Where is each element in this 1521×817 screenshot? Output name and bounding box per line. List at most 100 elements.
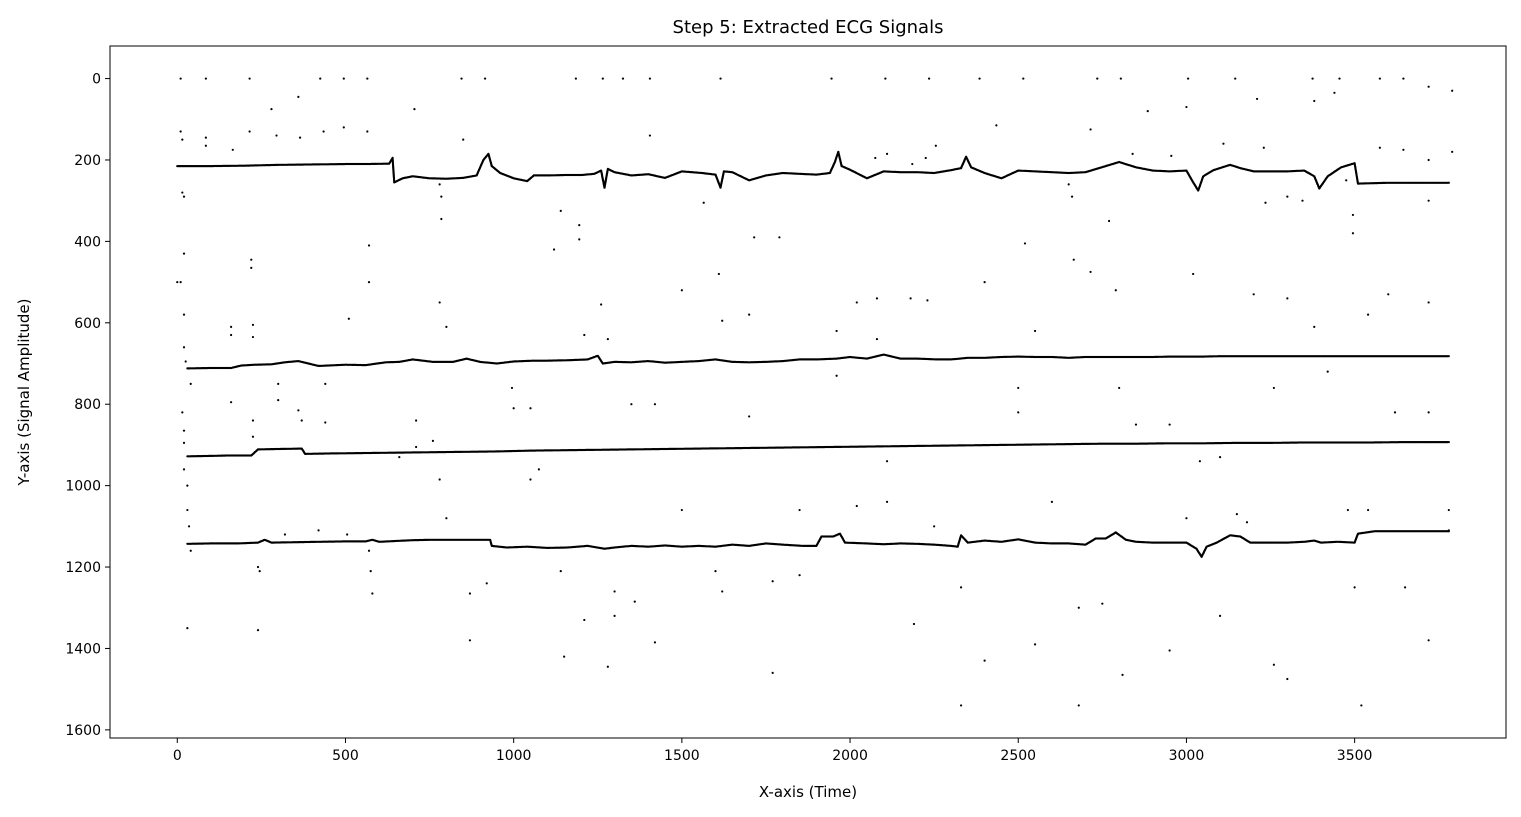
- noise-point: [1301, 199, 1304, 202]
- noise-point: [909, 297, 912, 300]
- noise-point: [885, 500, 889, 504]
- noise-point: [1234, 77, 1237, 80]
- noise-point: [771, 671, 774, 674]
- noise-point: [983, 659, 986, 662]
- noise-point: [181, 138, 184, 141]
- noise-point: [924, 156, 927, 160]
- noise-point: [552, 248, 556, 251]
- noise-point: [583, 618, 586, 622]
- noise-point: [778, 236, 781, 239]
- noise-point: [1402, 77, 1405, 80]
- noise-point: [1366, 508, 1370, 512]
- noise-point: [606, 665, 609, 668]
- noise-point: [204, 77, 207, 80]
- noise-point: [347, 317, 350, 320]
- noise-point: [1378, 77, 1381, 80]
- noise-point: [537, 468, 540, 471]
- noise-point: [885, 152, 889, 155]
- noise-point: [835, 329, 838, 333]
- noise-point: [653, 641, 657, 644]
- noise-point: [460, 77, 463, 80]
- noise-point: [187, 525, 191, 528]
- noise-point: [798, 574, 801, 577]
- noise-point: [371, 592, 374, 595]
- noise-point: [324, 421, 327, 424]
- noise-point: [583, 333, 586, 337]
- noise-point: [1192, 272, 1195, 276]
- noise-point: [1427, 85, 1430, 88]
- noise-point: [1313, 325, 1316, 328]
- noise-point: [1023, 242, 1027, 245]
- noise-point: [714, 570, 717, 573]
- noise-point: [559, 570, 562, 573]
- noise-point: [1427, 639, 1430, 642]
- noise-point: [1017, 411, 1020, 414]
- noise-point: [978, 77, 981, 80]
- noise-point: [366, 77, 369, 80]
- noise-point: [1245, 521, 1249, 524]
- noise-point: [485, 582, 488, 585]
- noise-point: [248, 77, 251, 80]
- noise-point: [179, 77, 182, 80]
- noise-point: [229, 325, 233, 328]
- noise-point: [702, 201, 705, 204]
- noise-point: [1286, 677, 1289, 681]
- ecg-sample-point: [1447, 440, 1450, 444]
- ecg-trace-3: [186, 440, 1450, 458]
- noise-point: [319, 77, 322, 80]
- noise-point: [1218, 456, 1222, 459]
- noise-point: [680, 508, 683, 512]
- noise-point: [1427, 301, 1430, 304]
- noise-point: [875, 297, 879, 300]
- noise-point: [1255, 97, 1259, 101]
- noise-point: [415, 445, 418, 449]
- ecg-trace-1: [176, 150, 1450, 192]
- noise-point: [445, 325, 448, 328]
- noise-point: [186, 508, 189, 512]
- noise-point: [830, 77, 833, 80]
- noise-point: [633, 600, 636, 603]
- noise-point: [578, 238, 581, 241]
- noise-point: [621, 77, 625, 80]
- noise-point: [186, 626, 189, 630]
- chart-title: Step 5: Extracted ECG Signals: [673, 17, 944, 38]
- noise-point: [578, 224, 581, 227]
- noise-point: [613, 614, 616, 617]
- noise-point: [1451, 89, 1454, 92]
- noise-point: [256, 629, 260, 632]
- noise-point: [1096, 77, 1099, 80]
- noise-point: [1070, 195, 1074, 198]
- noise-point: [258, 570, 261, 573]
- noise-point: [1119, 77, 1122, 80]
- noise-point: [1326, 370, 1329, 373]
- noise-point: [483, 77, 487, 80]
- noise-point: [182, 346, 186, 349]
- noise-point: [1050, 500, 1053, 504]
- noise-point: [251, 419, 255, 422]
- noise-point: [601, 77, 604, 80]
- noise-point: [1393, 411, 1397, 414]
- noise-point: [179, 130, 182, 133]
- noise-point: [1313, 99, 1316, 103]
- noise-point: [342, 77, 345, 80]
- noise-point: [297, 409, 300, 412]
- noise-point: [1351, 213, 1355, 217]
- noise-point: [297, 95, 300, 98]
- noise-point: [431, 439, 435, 442]
- noise-point: [189, 382, 192, 385]
- noise-point: [926, 299, 929, 302]
- noise-point: [322, 130, 325, 133]
- noise-points: [176, 77, 1454, 707]
- noise-point: [529, 407, 532, 410]
- noise-point: [959, 586, 963, 589]
- noise-point: [1033, 643, 1037, 646]
- noise-point: [1345, 179, 1348, 182]
- noise-point: [1134, 423, 1138, 426]
- noise-point: [933, 525, 936, 528]
- noise-point: [1346, 508, 1349, 512]
- noise-point: [468, 639, 472, 642]
- noise-point: [231, 148, 234, 151]
- noise-point: [1252, 293, 1255, 296]
- noise-point: [512, 407, 515, 410]
